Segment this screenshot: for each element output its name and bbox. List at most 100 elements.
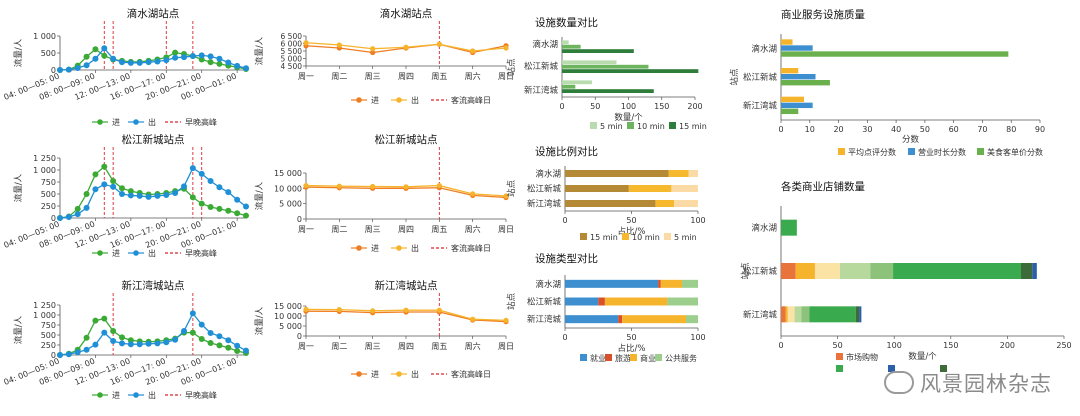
y-axis-label: 站点: [729, 68, 740, 86]
data-point: [234, 196, 241, 203]
bar-segment: [781, 306, 786, 323]
bar-segment: [688, 170, 698, 177]
data-point: [198, 336, 205, 342]
legend-peakday-label: 客流高峰日: [451, 369, 491, 379]
data-point: [74, 205, 81, 212]
data-point: [470, 316, 476, 322]
bar-segment: [839, 263, 871, 279]
category-label: 松江新城: [527, 184, 562, 195]
x-tick-label: 0: [562, 333, 567, 342]
legend-out-marker: [133, 250, 139, 256]
data-point: [92, 186, 99, 193]
data-point: [225, 337, 232, 344]
bar: [781, 39, 793, 45]
x-tick-label: 250: [1056, 341, 1071, 350]
data-point: [136, 341, 143, 348]
data-point: [189, 165, 196, 172]
data-point: [163, 339, 170, 346]
chart-title: 松江新城站点: [375, 133, 438, 146]
bar-segment: [671, 185, 698, 192]
data-point: [127, 188, 134, 195]
data-point: [163, 191, 170, 198]
y-tick-label: 6 500: [281, 32, 303, 41]
y-tick-label: 4 500: [281, 62, 303, 71]
data-point: [57, 67, 63, 73]
category-label: 松江新城: [527, 297, 562, 308]
legend-employ-swatch: [580, 354, 587, 361]
data-point: [216, 184, 223, 191]
data-point: [503, 193, 509, 199]
x-tick-label: 50: [626, 333, 636, 342]
data-point: [92, 55, 99, 62]
data-point: [470, 48, 476, 54]
data-point: [172, 190, 179, 197]
y-axis-label: 站点: [506, 58, 517, 76]
category-label: 新江湾城: [743, 309, 778, 320]
legend-10min-label: 10 min: [637, 122, 665, 131]
x-tick-label: 0: [778, 341, 783, 350]
legend-out-label: 出: [411, 369, 419, 379]
x-tick-label: 周二: [331, 225, 347, 234]
legend-commerce-label: 商业: [640, 353, 656, 363]
legend-out-label: 出: [148, 390, 156, 400]
data-point: [110, 328, 117, 334]
bar-segment: [565, 200, 656, 207]
legend-commerce-swatch: [630, 354, 637, 361]
data-point: [92, 46, 99, 53]
data-point: [207, 53, 214, 60]
data-point: [181, 183, 187, 190]
data-point: [83, 62, 90, 69]
bar-segment: [795, 263, 815, 279]
data-point: [101, 329, 108, 336]
x-tick-label: 周日: [498, 342, 514, 351]
data-point: [243, 347, 249, 354]
chart-w2: 松江新城站点 0 5 000 10 000 15 000 流量/人周一 周二 周三 周四 周五 周六…: [254, 133, 514, 234]
legend-15min-swatch: [580, 233, 587, 240]
data-point: [370, 46, 376, 52]
x-tick-label: 周四: [398, 225, 414, 234]
data-point: [370, 308, 376, 314]
y-axis-label: 站点: [506, 293, 517, 311]
chart-title: 各类商业店铺数量: [781, 180, 865, 193]
x-tick-label: 70: [977, 125, 987, 134]
y-axis-label: 站点: [740, 262, 751, 280]
chart-title: 新江湾城站点: [122, 279, 185, 292]
data-point: [119, 334, 125, 341]
data-point: [303, 182, 309, 189]
category-label: 新江湾城: [527, 199, 562, 210]
x-tick-label: 周二: [331, 72, 347, 81]
data-point: [145, 59, 152, 66]
x-tick-label: 周一: [298, 72, 314, 81]
legend-out-marker: [396, 245, 402, 251]
x-tick-label: 周三: [365, 342, 381, 351]
watermark: 风景园林杂志: [884, 368, 1052, 398]
legend-10min-swatch: [622, 233, 629, 240]
legend-in-marker: [356, 371, 362, 377]
data-point: [403, 44, 409, 50]
category-label: 滴水湖: [535, 169, 561, 180]
data-point: [243, 203, 249, 210]
x-tick-label: 周四: [398, 72, 414, 81]
x-tick-label: 100: [887, 341, 902, 350]
y-tick-label: 1 000: [33, 32, 56, 41]
data-point: [336, 307, 342, 313]
legend-5min-label: 5 min: [600, 122, 623, 131]
x-tick-label: 周日: [498, 225, 514, 234]
x-tick-label: 50: [920, 125, 930, 134]
data-point: [189, 53, 196, 60]
y-tick-label: 250: [41, 341, 56, 350]
data-point: [207, 178, 214, 185]
data-point: [65, 66, 72, 73]
bar-segment: [565, 315, 619, 324]
data-point: [216, 55, 223, 62]
legend-peakday-label: 客流高峰日: [451, 243, 491, 253]
data-point: [83, 334, 90, 341]
bar-segment: [855, 306, 860, 323]
chart-title: 滴水湖站点: [380, 7, 433, 20]
data-point: [234, 62, 241, 69]
x-tick-label: 周六: [465, 224, 481, 234]
data-point: [225, 207, 232, 214]
x-tick-label: 周二: [331, 342, 347, 351]
data-point: [470, 191, 476, 197]
